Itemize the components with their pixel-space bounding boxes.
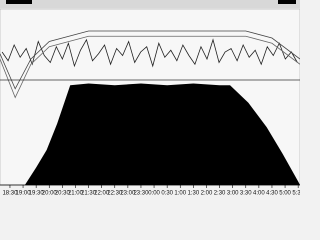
area xyxy=(0,83,300,185)
x-tick-label: 21:30 xyxy=(81,191,97,197)
top-marker xyxy=(6,0,32,4)
top-bar xyxy=(0,0,300,8)
x-tick-label: 0:30 xyxy=(161,191,173,197)
top-marker xyxy=(278,0,296,4)
x-tick-label: 4:00 xyxy=(253,191,265,197)
x-tick-label: 20:30 xyxy=(55,191,71,197)
x-tick-label: 22:30 xyxy=(107,191,123,197)
x-tick-label: 3:00 xyxy=(227,191,239,197)
x-tick-label: 23:00 xyxy=(120,191,136,197)
x-tick-label: 1:00 xyxy=(174,191,186,197)
line xyxy=(0,30,300,90)
line xyxy=(0,35,300,99)
x-tick-label: 0:00 xyxy=(148,191,160,197)
plot: 18:3019:0019:3020:0020:3021:0021:3022:00… xyxy=(0,30,300,197)
x-tick-label: 23:30 xyxy=(133,191,149,197)
x-tick-label: 20:00 xyxy=(42,191,58,197)
page: {"chart_data": { "type": "area", "xlim":… xyxy=(0,0,300,197)
x-tick-label: 22:00 xyxy=(94,191,110,197)
chart: 18:3019:0019:3020:0020:3021:0021:3022:00… xyxy=(0,0,300,197)
x-tick-label: 5:00 xyxy=(279,191,291,197)
x-tick-label: 2:00 xyxy=(201,191,213,197)
x-tick-label: 1:30 xyxy=(188,191,200,197)
x-tick-label: 19:30 xyxy=(29,191,45,197)
x-tick-label: 18:30 xyxy=(2,191,18,197)
x-tick-label: 5:30 xyxy=(292,191,300,197)
x-tick-label: 21:00 xyxy=(68,191,84,197)
x-tick-label: 4:30 xyxy=(266,191,278,197)
x-tick-label: 19:00 xyxy=(16,191,32,197)
x-tick-label: 2:30 xyxy=(214,191,226,197)
line xyxy=(1,38,298,68)
x-tick-label: 3:30 xyxy=(240,191,252,197)
